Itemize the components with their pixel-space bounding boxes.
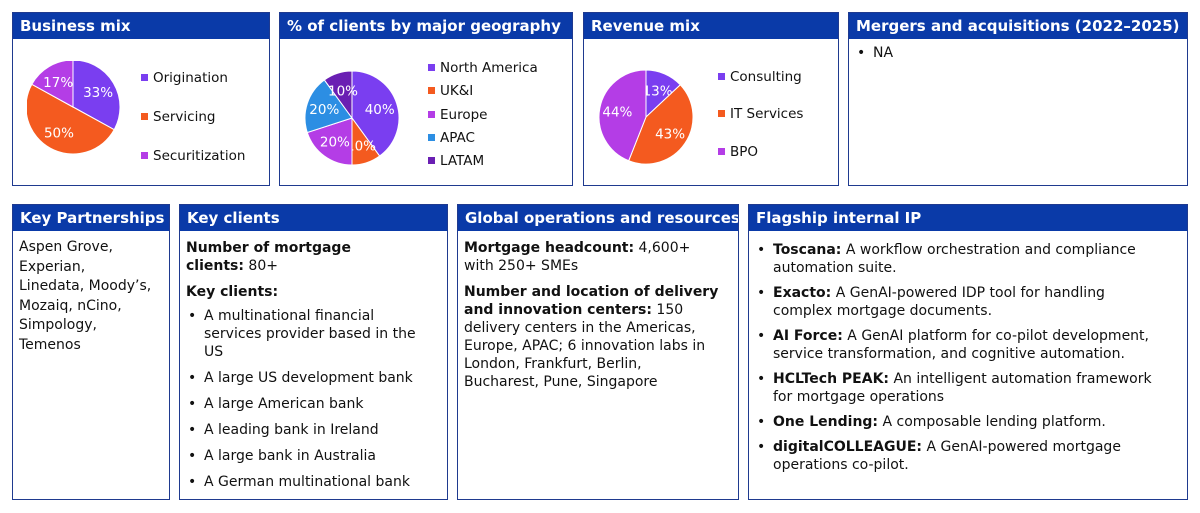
- legend-swatch: [718, 110, 725, 117]
- revenue-mix-title: Revenue mix: [584, 13, 838, 39]
- pie-slice-securitization: [31, 61, 74, 108]
- mna-title: Mergers and acquisitions (2022–2025): [849, 13, 1187, 39]
- pie-slice-servicing: [27, 83, 115, 155]
- pie-label: 40%: [365, 102, 395, 118]
- geography-title: % of clients by major geography: [280, 13, 572, 39]
- centers-line: delivery centers in the Americas,: [464, 320, 696, 336]
- list-item: A large American bank: [186, 395, 447, 413]
- legend-swatch: [718, 148, 725, 155]
- ip-item-ai-force: AI Force: A GenAI platform for co-pilot …: [755, 327, 1187, 363]
- business-mix-panel: Business mix 33% 50% 17% Origination Servi…: [12, 12, 270, 186]
- headcount-line: Mortgage headcount: 4,600+: [464, 240, 691, 256]
- pie-label: 20%: [320, 135, 350, 151]
- business-mix-pie: 33% 50% 17%: [27, 61, 121, 155]
- legend-item-apac: APAC: [428, 129, 475, 147]
- headcount-sme-line: with 250+ SMEs: [464, 258, 579, 274]
- legend-swatch: [428, 64, 435, 71]
- legend-swatch: [428, 87, 435, 94]
- partnerships-panel: Key Partnerships Aspen Grove, Experian, …: [12, 204, 170, 500]
- pie-slice-north-america: [351, 70, 400, 157]
- pie-label: 10%: [346, 139, 376, 155]
- pie-label: 44%: [602, 105, 632, 121]
- legend-item-origination: Origination: [141, 69, 228, 87]
- centers-line: London, Frankfurt, Berlin,: [464, 356, 642, 372]
- legend-swatch: [428, 134, 435, 141]
- key-clients-panel: Key clients Number of mortgage clients: …: [179, 204, 448, 500]
- mna-list: NA: [855, 44, 1187, 62]
- centers-label: Number and location of delivery: [464, 284, 719, 300]
- key-clients-title: Key clients: [180, 205, 447, 231]
- pie-label: 17%: [43, 75, 73, 91]
- revenue-mix-pie: 13% 43% 44%: [598, 69, 694, 165]
- legend-item-securitization: Securitization: [141, 147, 245, 165]
- partnerships-title: Key Partnerships: [13, 205, 169, 231]
- legend-item-uki: UK&I: [428, 82, 473, 100]
- geography-pie: 40%10%20%20%10%: [304, 70, 400, 166]
- key-clients-label: Key clients:: [186, 284, 279, 300]
- centers-line: Europe, APAC; 6 innovation labs in: [464, 338, 706, 354]
- pie-label: 10%: [328, 83, 358, 99]
- pie-slice-bpo: [598, 69, 647, 162]
- partner-line: Experian,: [19, 258, 86, 275]
- pie-label: 13%: [643, 83, 673, 99]
- centers-line: Bucharest, Pune, Singapore: [464, 374, 658, 390]
- pie-label: 20%: [309, 102, 339, 118]
- legend-item-consulting: Consulting: [718, 68, 802, 86]
- flagship-ip-list: Toscana: A workflow orchestration and co…: [755, 241, 1187, 474]
- list-item: NA: [855, 44, 1187, 62]
- flagship-ip-title: Flagship internal IP: [749, 205, 1187, 231]
- business-mix-title: Business mix: [13, 13, 269, 39]
- partner-line: Linedata, Moody’s,: [19, 278, 152, 294]
- pie-slice-apac: [304, 79, 353, 134]
- legend-item-europe: Europe: [428, 106, 487, 124]
- pie-slice-europe: [306, 117, 353, 166]
- partner-line: Mozaiq, nCino,: [19, 297, 122, 314]
- ip-item-exacto: Exacto: A GenAI-powered IDP tool for han…: [755, 284, 1187, 320]
- global-ops-panel: Global operations and resources Mortgage…: [457, 204, 739, 500]
- pie-label: 43%: [655, 126, 685, 142]
- legend-swatch: [141, 74, 148, 81]
- legend-swatch: [428, 111, 435, 118]
- partner-line: Simpology,: [19, 317, 97, 333]
- mortgage-clients-count: clients: 80+: [186, 258, 278, 274]
- list-item: A German multinational bank: [186, 473, 447, 491]
- mna-panel: Mergers and acquisitions (2022–2025) NA: [848, 12, 1188, 186]
- pie-label: 33%: [83, 85, 113, 101]
- pie-slice-latam: [323, 70, 353, 120]
- flagship-ip-panel: Flagship internal IP Toscana: A workflow…: [748, 204, 1188, 500]
- centers-count: and innovation centers: 150: [464, 302, 684, 318]
- legend-swatch: [141, 152, 148, 159]
- legend-item-bpo: BPO: [718, 143, 758, 161]
- list-item: A leading bank in Ireland: [186, 421, 447, 439]
- ip-item-digital-colleague: digitalCOLLEAGUE: A GenAI-powered mortga…: [755, 438, 1187, 474]
- legend-swatch: [718, 73, 725, 80]
- legend-swatch: [428, 157, 435, 164]
- partner-line: Temenos: [19, 336, 81, 353]
- revenue-mix-panel: Revenue mix 13% 43% 44% Consulting IT Serv…: [583, 12, 839, 186]
- legend-swatch: [141, 113, 148, 120]
- geography-panel: % of clients by major geography 40% 10% 20…: [279, 12, 573, 186]
- global-ops-title: Global operations and resources: [458, 205, 738, 231]
- pie-label: 50%: [44, 126, 74, 142]
- partner-line: Aspen Grove,: [19, 239, 113, 255]
- legend-item-north-america: North America: [428, 59, 538, 77]
- ip-item-peak: HCLTech PEAK: An intelligent automation …: [755, 370, 1187, 406]
- legend-item-it-services: IT Services: [718, 105, 803, 123]
- list-item: A large bank in Australia: [186, 447, 447, 465]
- ip-item-one-lending: One Lending: A composable lending platfo…: [755, 413, 1187, 431]
- pie-slice-origination: [72, 61, 121, 131]
- legend-item-latam: LATAM: [428, 152, 484, 170]
- pie-slice-it-services: [628, 84, 694, 165]
- ip-item-toscana: Toscana: A workflow orchestration and co…: [755, 241, 1187, 277]
- mortgage-clients-label: Number of mortgage: [186, 240, 351, 256]
- legend-item-servicing: Servicing: [141, 108, 215, 126]
- list-item: A large US development bank: [186, 369, 447, 387]
